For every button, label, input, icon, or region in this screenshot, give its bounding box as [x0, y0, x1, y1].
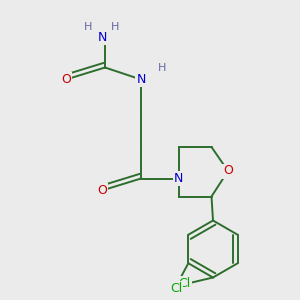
Text: Cl: Cl	[170, 282, 182, 295]
Text: O: O	[61, 73, 71, 86]
Text: O: O	[97, 184, 107, 197]
Text: H: H	[111, 22, 120, 32]
Text: N: N	[136, 73, 146, 86]
Text: N: N	[174, 172, 183, 185]
Text: H: H	[84, 22, 93, 32]
Text: Cl: Cl	[178, 277, 190, 290]
Text: N: N	[97, 31, 107, 44]
Text: O: O	[223, 164, 233, 178]
Text: H: H	[158, 63, 166, 73]
